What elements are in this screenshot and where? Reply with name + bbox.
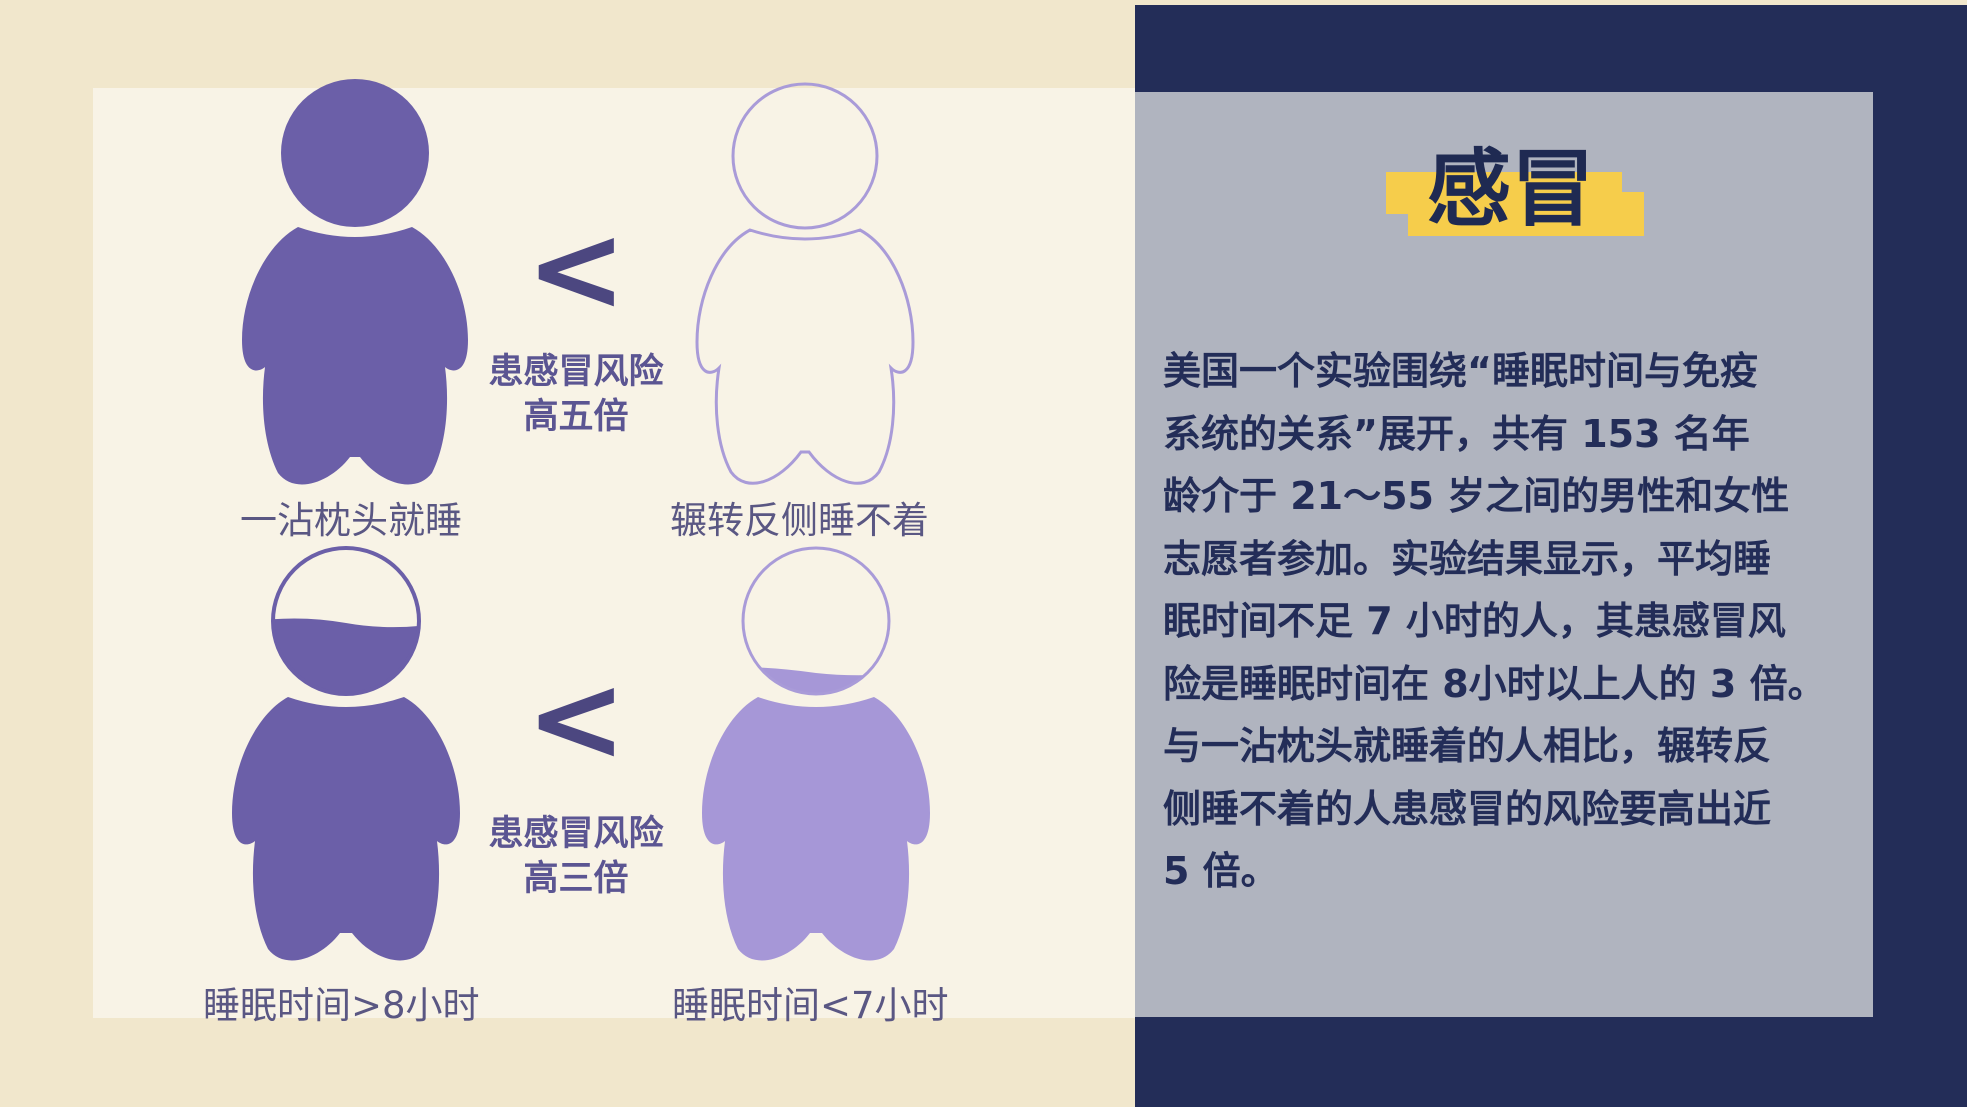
less-than-sign: < xyxy=(526,650,627,789)
risk-label-multiplier: 高三倍 xyxy=(523,859,629,899)
body-line: 系统的关系”展开，共有 153 名年 xyxy=(1163,411,1750,456)
title-highlight xyxy=(1408,192,1644,236)
info-card xyxy=(1135,92,1873,1017)
less-than-sign: < xyxy=(526,200,627,339)
body-line: 龄介于 21～55 岁之间的男性和女性 xyxy=(1163,474,1790,518)
sleeper-figure-long-sleep xyxy=(232,546,460,961)
body-line: 眠时间不足 7 小时的人，其患感冒风 xyxy=(1163,599,1786,643)
risk-label: 患感冒风险 高五倍 xyxy=(456,350,696,440)
caption-fast-sleeper: 一沾枕头就睡 xyxy=(240,499,462,542)
body-line: 险是睡眠时间在 8小时以上人的 3 倍。 xyxy=(1163,661,1826,706)
sleeper-figure-short-sleep xyxy=(702,546,930,961)
body-line: 与一沾枕头就睡着的人相比，辗转反 xyxy=(1163,724,1772,768)
caption-over-8-hours: 睡眠时间>8小时 xyxy=(203,984,480,1027)
card-title-block: 感冒 xyxy=(1386,134,1646,244)
card-body-text: 美国一个实验围绕“睡眠时间与免疫 系统的关系”展开，共有 153 名年 龄介于 … xyxy=(1163,340,1863,903)
body-line: 侧睡不着的人患感冒的风险要高出近 xyxy=(1163,786,1772,831)
caption-restless-sleeper: 辗转反侧睡不着 xyxy=(670,499,929,542)
sleeper-figure-restless xyxy=(695,82,915,485)
risk-label-multiplier: 高五倍 xyxy=(523,397,629,437)
body-line: 5 倍。 xyxy=(1163,849,1279,893)
body-line: 志愿者参加。实验结果显示，平均睡 xyxy=(1163,536,1772,581)
caption-under-7-hours: 睡眠时间<7小时 xyxy=(672,984,949,1027)
sleeper-figure-fast xyxy=(242,79,468,485)
risk-label-line: 患感冒风险 xyxy=(488,814,664,854)
risk-label: 患感冒风险 高三倍 xyxy=(456,812,696,902)
card-title: 感冒 xyxy=(1426,140,1595,238)
body-line: 美国一个实验围绕“睡眠时间与免疫 xyxy=(1163,349,1758,393)
risk-label-line: 患感冒风险 xyxy=(488,352,664,392)
